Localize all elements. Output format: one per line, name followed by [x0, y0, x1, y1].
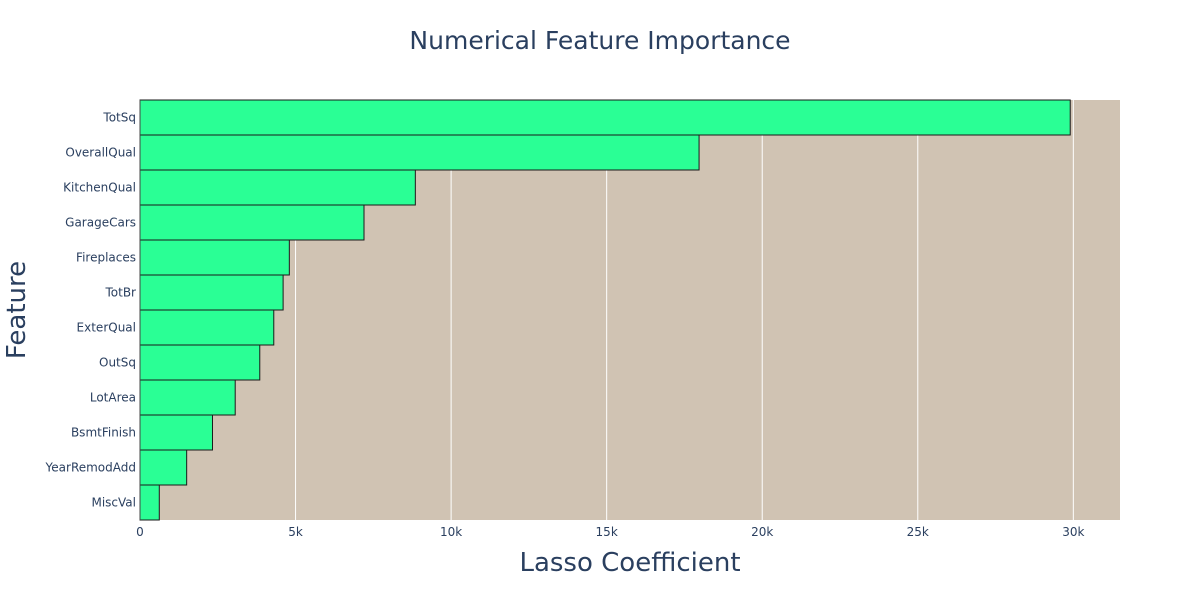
x-tick-label: 5k	[288, 525, 303, 539]
bar	[139, 309, 275, 346]
bar	[139, 484, 160, 521]
y-tick-label: GarageCars	[65, 216, 136, 230]
y-tick-label: MiscVal	[91, 496, 136, 510]
chart-title: Numerical Feature Importance	[409, 26, 790, 55]
bar	[139, 239, 290, 276]
bar	[139, 449, 188, 486]
y-tick-label: KitchenQual	[63, 181, 136, 195]
bar	[139, 344, 261, 381]
y-tick-label: YearRemodAdd	[45, 461, 136, 475]
bar	[139, 134, 700, 171]
x-tick-label: 10k	[440, 525, 462, 539]
x-tick-label: 25k	[907, 525, 929, 539]
x-tick-labels: 0 5k 10k 15k 20k 25k 30k	[136, 525, 1084, 539]
y-tick-labels: MiscVal YearRemodAdd BsmtFinish LotArea OutS…	[45, 111, 137, 510]
y-tick-label: OutSq	[99, 356, 136, 370]
bars	[139, 99, 1071, 521]
y-tick-label: Fireplaces	[76, 251, 136, 265]
y-tick-label: LotArea	[90, 391, 136, 405]
bar	[139, 99, 1071, 136]
x-tick-label: 30k	[1062, 525, 1084, 539]
x-tick-label: 0	[136, 525, 144, 539]
y-tick-label: ExterQual	[77, 321, 136, 335]
y-axis-title: Feature	[2, 261, 32, 359]
y-tick-label: TotBr	[104, 286, 136, 300]
bar	[139, 274, 284, 311]
bar	[139, 169, 416, 206]
bar	[139, 379, 236, 416]
x-axis-title: Lasso Coefficient	[519, 548, 740, 578]
bar	[139, 204, 365, 241]
y-tick-label: OverallQual	[65, 146, 136, 160]
x-tick-label: 20k	[751, 525, 773, 539]
bar	[139, 414, 213, 451]
x-tick-label: 15k	[596, 525, 618, 539]
y-tick-label: BsmtFinish	[71, 426, 136, 440]
y-tick-label: TotSq	[102, 111, 136, 125]
